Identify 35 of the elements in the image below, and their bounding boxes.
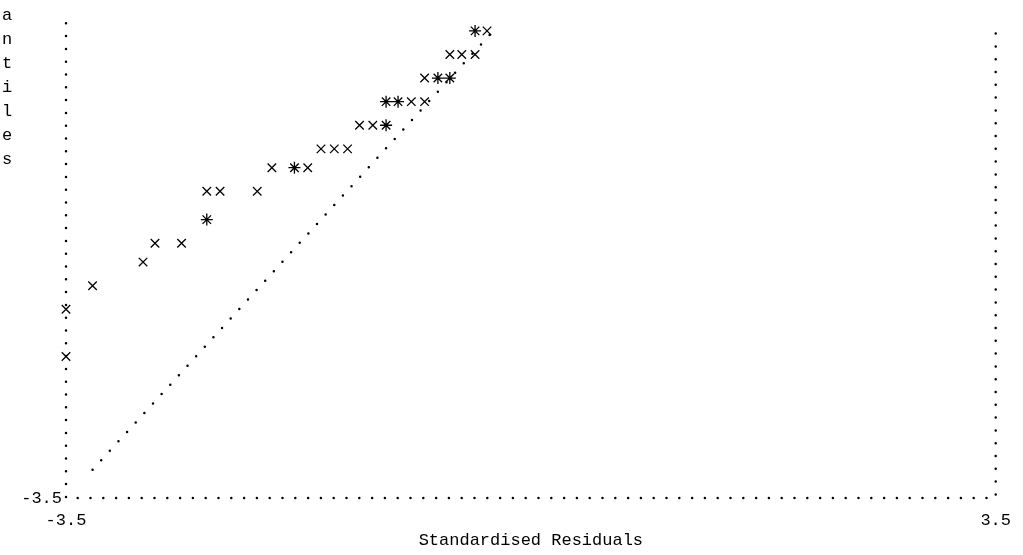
point: [302, 162, 313, 173]
point: [431, 71, 445, 85]
point: [329, 143, 340, 154]
x-tick-label: 3.5: [980, 510, 1011, 530]
point: [252, 186, 263, 197]
point: [316, 143, 326, 154]
point: [444, 49, 455, 60]
point: [215, 186, 225, 197]
y-axis-title: antiles: [2, 5, 13, 171]
point: [406, 96, 417, 107]
point: [419, 73, 430, 83]
point: [287, 161, 302, 175]
point: [470, 49, 480, 60]
point: [419, 96, 430, 107]
point: [342, 143, 353, 154]
point: [354, 120, 365, 131]
point: [379, 118, 393, 132]
point: [61, 304, 71, 315]
point: [391, 95, 405, 109]
point: [367, 120, 378, 131]
x-axis-title: Standardised Residuals: [418, 531, 644, 551]
point: [176, 238, 187, 249]
point: [201, 186, 212, 197]
point: [138, 257, 148, 267]
point: [61, 351, 71, 362]
point: [456, 49, 467, 60]
point: [87, 280, 98, 291]
point: [200, 212, 214, 227]
point: [266, 162, 277, 173]
text: -3.5: [21, 488, 62, 508]
point: [468, 24, 482, 38]
point: [443, 71, 457, 85]
point: [150, 238, 160, 249]
point: [482, 26, 492, 36]
point: [379, 95, 393, 109]
